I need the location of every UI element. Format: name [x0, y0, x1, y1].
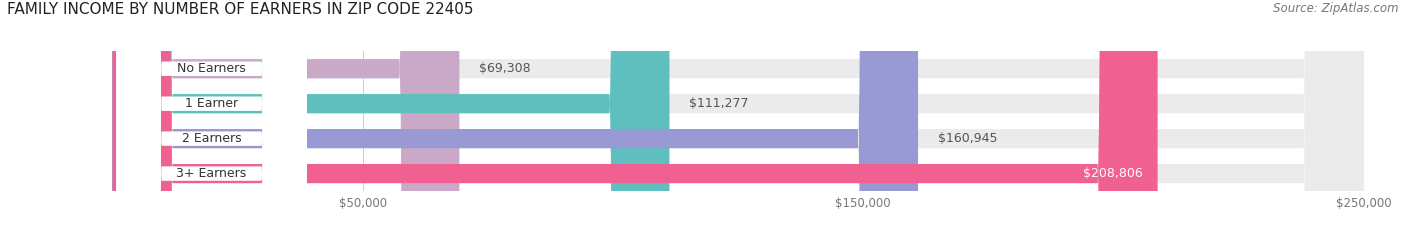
FancyBboxPatch shape	[112, 0, 669, 233]
Text: 2 Earners: 2 Earners	[181, 132, 242, 145]
FancyBboxPatch shape	[112, 0, 1364, 233]
Text: Source: ZipAtlas.com: Source: ZipAtlas.com	[1274, 2, 1399, 15]
FancyBboxPatch shape	[117, 0, 307, 233]
Text: $208,806: $208,806	[1083, 167, 1143, 180]
FancyBboxPatch shape	[112, 0, 1364, 233]
FancyBboxPatch shape	[117, 0, 307, 233]
Text: $111,277: $111,277	[689, 97, 749, 110]
FancyBboxPatch shape	[117, 0, 307, 233]
FancyBboxPatch shape	[112, 0, 1364, 233]
FancyBboxPatch shape	[117, 0, 307, 233]
FancyBboxPatch shape	[112, 0, 918, 233]
FancyBboxPatch shape	[112, 0, 1157, 233]
Text: No Earners: No Earners	[177, 62, 246, 75]
Text: 3+ Earners: 3+ Earners	[177, 167, 246, 180]
FancyBboxPatch shape	[112, 0, 460, 233]
Text: FAMILY INCOME BY NUMBER OF EARNERS IN ZIP CODE 22405: FAMILY INCOME BY NUMBER OF EARNERS IN ZI…	[7, 2, 474, 17]
Text: $69,308: $69,308	[479, 62, 531, 75]
Text: 1 Earner: 1 Earner	[186, 97, 238, 110]
FancyBboxPatch shape	[112, 0, 1364, 233]
Text: $160,945: $160,945	[938, 132, 998, 145]
